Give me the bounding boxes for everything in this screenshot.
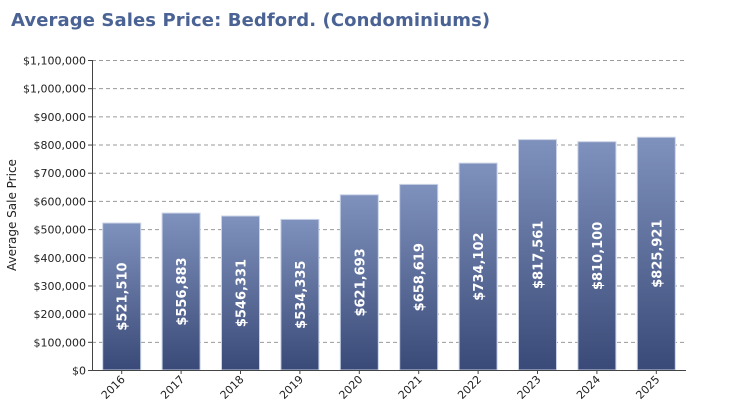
- y-axis-ticks: $0 $100,000 $200,000 $300,000 $400,000 $500,0…: [23, 55, 92, 378]
- y-tick-label: $0: [72, 365, 86, 378]
- x-tick-label: 2025: [633, 373, 662, 402]
- x-axis-ticks: 2016 2017 2018 2019 2020 2021 2022 2023 2024 2025: [99, 370, 662, 402]
- bar-value-label: $658,619: [413, 243, 428, 311]
- x-tick-label: 2017: [158, 373, 187, 402]
- bar-value-label: $556,883: [175, 257, 190, 325]
- chart-title: Average Sales Price: Bedford. (Condomini…: [11, 10, 491, 31]
- bar-2017: [161, 212, 201, 371]
- bar-value-label: $734,102: [472, 232, 487, 300]
- bar-value-label: $817,561: [532, 221, 547, 289]
- y-tick-label: $600,000: [34, 195, 87, 208]
- y-tick-label: $900,000: [34, 111, 87, 124]
- bar-2016: [102, 222, 142, 371]
- bar-2018: [221, 215, 260, 371]
- x-tick-label: 2020: [336, 373, 365, 402]
- y-tick-label: $100,000: [34, 336, 87, 349]
- y-tick-label: $1,100,000: [23, 55, 86, 68]
- bar-2023: [518, 139, 557, 371]
- bars: $521,510 $556,883 $546,331 $534,335 $621,693…: [102, 136, 676, 371]
- bar-2019: [280, 218, 320, 371]
- bar-value-label: $621,693: [353, 248, 368, 316]
- bar-2020: [339, 194, 379, 371]
- y-tick-label: $700,000: [34, 167, 87, 180]
- bar-value-label: $546,331: [235, 259, 250, 327]
- x-tick-label: 2024: [574, 373, 603, 402]
- y-tick-label: $1,000,000: [23, 83, 86, 96]
- x-tick-label: 2021: [396, 373, 425, 402]
- x-tick-label: 2016: [99, 373, 128, 402]
- y-tick-label: $400,000: [34, 252, 87, 265]
- x-tick-label: 2023: [515, 373, 544, 402]
- y-tick-label: $500,000: [34, 224, 87, 237]
- x-tick-label: 2022: [455, 373, 484, 402]
- y-tick-label: $800,000: [34, 139, 87, 152]
- x-tick-label: 2019: [277, 373, 306, 402]
- y-tick-label: $200,000: [34, 308, 87, 321]
- bar-value-label: $521,510: [116, 262, 131, 330]
- bar-2022: [458, 162, 498, 371]
- y-axis-label: Average Sale Price: [5, 159, 19, 271]
- bar-2024: [577, 141, 617, 371]
- bar-value-label: $534,335: [294, 261, 309, 329]
- y-tick-label: $300,000: [34, 280, 87, 293]
- bar-value-label: $825,921: [650, 219, 665, 287]
- bar-value-label: $810,100: [591, 222, 606, 290]
- x-tick-label: 2018: [218, 373, 247, 402]
